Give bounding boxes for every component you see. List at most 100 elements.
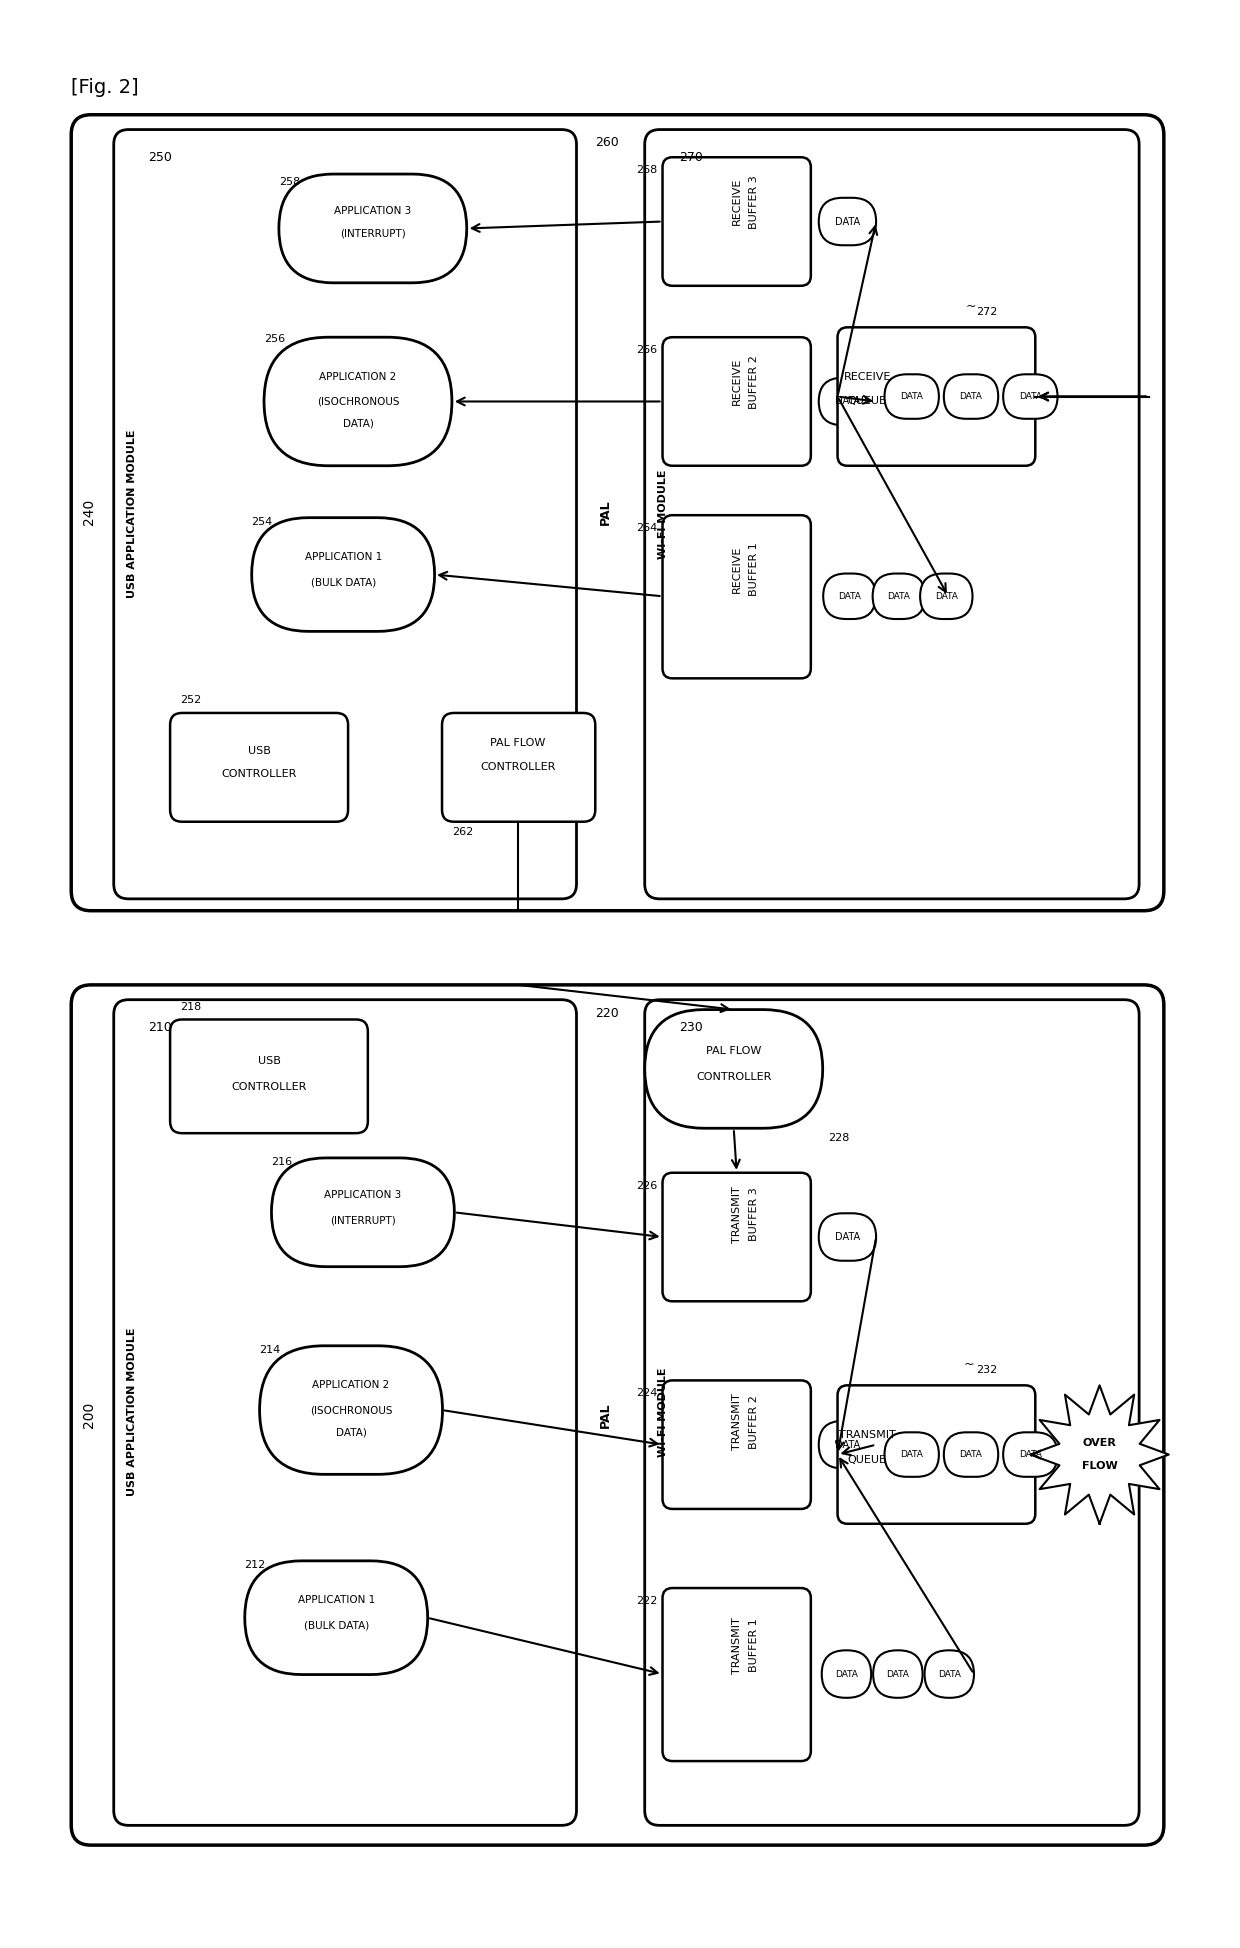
Text: DATA: DATA xyxy=(900,1449,923,1459)
FancyBboxPatch shape xyxy=(837,1385,1035,1523)
Text: BUFFER 2: BUFFER 2 xyxy=(749,355,759,409)
Text: APPLICATION 3: APPLICATION 3 xyxy=(334,206,412,216)
Text: DATA: DATA xyxy=(835,1440,861,1449)
FancyBboxPatch shape xyxy=(279,173,466,282)
FancyBboxPatch shape xyxy=(884,374,939,419)
FancyBboxPatch shape xyxy=(662,337,811,466)
FancyBboxPatch shape xyxy=(645,999,1140,1825)
Text: USB: USB xyxy=(258,1056,280,1066)
Text: QUEUE: QUEUE xyxy=(848,1455,887,1465)
Text: 222: 222 xyxy=(636,1595,657,1605)
Text: DATA: DATA xyxy=(960,392,982,401)
Text: APPLICATION 1: APPLICATION 1 xyxy=(298,1595,374,1605)
Text: BUFFER 1: BUFFER 1 xyxy=(749,543,759,596)
Text: DATA: DATA xyxy=(960,1449,982,1459)
Text: CONTROLLER: CONTROLLER xyxy=(696,1071,771,1081)
Text: 260: 260 xyxy=(595,136,619,150)
Text: 240: 240 xyxy=(82,499,95,526)
Text: QUEUE: QUEUE xyxy=(848,397,887,407)
Text: ~: ~ xyxy=(965,1358,975,1371)
Text: 264: 264 xyxy=(636,524,657,534)
FancyBboxPatch shape xyxy=(818,1214,877,1260)
Text: TRANSMIT: TRANSMIT xyxy=(732,1617,742,1673)
Text: 256: 256 xyxy=(264,335,285,345)
Text: 212: 212 xyxy=(244,1560,265,1570)
Text: 218: 218 xyxy=(180,1001,201,1011)
Polygon shape xyxy=(1030,1385,1169,1523)
FancyBboxPatch shape xyxy=(259,1346,443,1475)
Text: 268: 268 xyxy=(636,166,657,175)
FancyBboxPatch shape xyxy=(170,1019,368,1134)
Text: 200: 200 xyxy=(82,1403,95,1428)
Text: DATA: DATA xyxy=(1019,392,1042,401)
FancyBboxPatch shape xyxy=(645,1009,822,1128)
Text: (BULK DATA): (BULK DATA) xyxy=(310,577,376,588)
Text: 266: 266 xyxy=(636,345,657,355)
FancyBboxPatch shape xyxy=(252,518,434,631)
Text: 228: 228 xyxy=(827,1134,849,1143)
Text: 232: 232 xyxy=(976,1366,997,1375)
Text: 210: 210 xyxy=(149,1021,172,1034)
Text: TRANSMIT: TRANSMIT xyxy=(838,1430,895,1440)
Text: 216: 216 xyxy=(272,1157,293,1167)
Text: DATA: DATA xyxy=(835,1669,858,1679)
Text: USB: USB xyxy=(248,746,270,756)
FancyBboxPatch shape xyxy=(822,1650,872,1699)
Text: [Fig. 2]: [Fig. 2] xyxy=(71,78,139,97)
Text: DATA: DATA xyxy=(888,592,910,600)
FancyBboxPatch shape xyxy=(272,1157,454,1266)
FancyBboxPatch shape xyxy=(818,199,877,245)
Text: APPLICATION 1: APPLICATION 1 xyxy=(305,551,382,561)
FancyBboxPatch shape xyxy=(662,1588,811,1761)
Text: DATA): DATA) xyxy=(336,1428,367,1438)
FancyBboxPatch shape xyxy=(114,999,577,1825)
Text: DATA: DATA xyxy=(935,592,957,600)
Text: TRANSMIT: TRANSMIT xyxy=(732,1393,742,1451)
Text: WI-FI MODULE: WI-FI MODULE xyxy=(657,469,667,559)
FancyBboxPatch shape xyxy=(264,337,451,466)
Text: 254: 254 xyxy=(252,516,273,528)
Text: CONTROLLER: CONTROLLER xyxy=(232,1081,306,1091)
Text: PAL FLOW: PAL FLOW xyxy=(706,1046,761,1056)
FancyBboxPatch shape xyxy=(662,1381,811,1510)
Text: ~: ~ xyxy=(966,300,977,312)
Text: RECEIVE: RECEIVE xyxy=(732,545,742,594)
FancyBboxPatch shape xyxy=(71,115,1164,912)
Text: BUFFER 3: BUFFER 3 xyxy=(749,175,759,228)
FancyBboxPatch shape xyxy=(944,1432,998,1477)
Text: USB APPLICATION MODULE: USB APPLICATION MODULE xyxy=(126,1329,136,1496)
FancyBboxPatch shape xyxy=(873,1650,923,1699)
FancyBboxPatch shape xyxy=(71,986,1164,1845)
Text: BUFFER 1: BUFFER 1 xyxy=(749,1619,759,1671)
FancyBboxPatch shape xyxy=(645,131,1140,898)
Text: DATA): DATA) xyxy=(342,419,373,429)
FancyBboxPatch shape xyxy=(1003,374,1058,419)
FancyBboxPatch shape xyxy=(244,1560,428,1675)
Text: PAL: PAL xyxy=(599,1403,611,1428)
Text: PAL FLOW: PAL FLOW xyxy=(491,738,546,748)
Text: DATA: DATA xyxy=(838,592,861,600)
Text: 214: 214 xyxy=(259,1344,280,1354)
Text: 220: 220 xyxy=(595,1007,619,1019)
Text: FLOW: FLOW xyxy=(1081,1461,1117,1471)
Text: PAL: PAL xyxy=(599,499,611,526)
Text: RECEIVE: RECEIVE xyxy=(732,358,742,405)
Text: BUFFER 3: BUFFER 3 xyxy=(749,1188,759,1241)
Text: DATA: DATA xyxy=(835,1231,861,1243)
Text: DATA: DATA xyxy=(1019,1449,1042,1459)
FancyBboxPatch shape xyxy=(925,1650,973,1699)
FancyBboxPatch shape xyxy=(114,131,577,898)
Text: DATA: DATA xyxy=(835,216,861,226)
FancyBboxPatch shape xyxy=(920,573,972,619)
FancyBboxPatch shape xyxy=(662,514,811,678)
Text: RECEIVE: RECEIVE xyxy=(732,177,742,226)
Text: 258: 258 xyxy=(279,177,300,187)
Text: USB APPLICATION MODULE: USB APPLICATION MODULE xyxy=(126,431,136,598)
Text: 252: 252 xyxy=(180,695,201,705)
FancyBboxPatch shape xyxy=(823,573,875,619)
Text: BUFFER 2: BUFFER 2 xyxy=(749,1395,759,1449)
FancyBboxPatch shape xyxy=(944,374,998,419)
FancyBboxPatch shape xyxy=(441,713,595,822)
Text: 224: 224 xyxy=(636,1389,657,1399)
Text: 270: 270 xyxy=(680,152,703,164)
